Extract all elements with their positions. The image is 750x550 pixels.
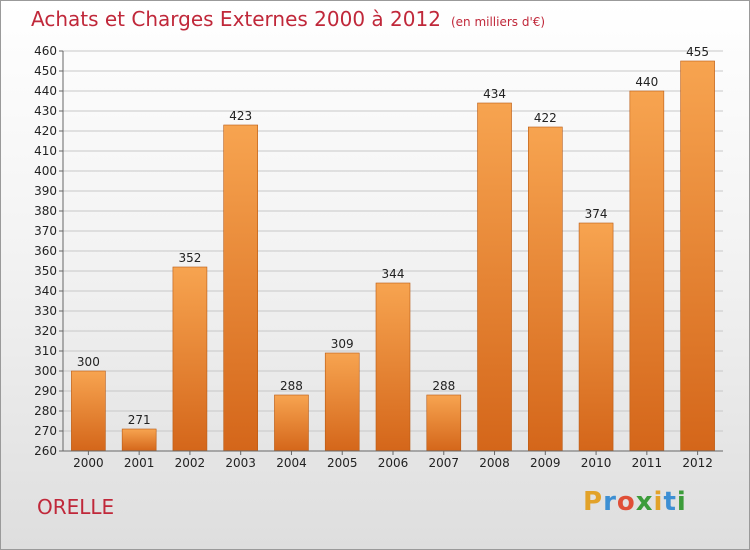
x-tick-label: 2010 bbox=[581, 456, 612, 470]
y-tick-label: 310 bbox=[34, 344, 57, 358]
x-tick-label: 2008 bbox=[479, 456, 510, 470]
x-tick-label: 2003 bbox=[225, 456, 256, 470]
chart-title: Achats et Charges Externes 2000 à 2012 bbox=[31, 7, 441, 31]
y-tick-label: 350 bbox=[34, 264, 57, 278]
bar-value-label: 374 bbox=[585, 207, 608, 221]
x-tick-label: 2004 bbox=[276, 456, 307, 470]
bar bbox=[121, 428, 157, 452]
x-tick-label: 2002 bbox=[175, 456, 206, 470]
bar bbox=[71, 370, 106, 452]
bar bbox=[223, 124, 258, 452]
y-tick-label: 320 bbox=[34, 324, 57, 338]
bar bbox=[578, 222, 614, 452]
bar-value-label: 344 bbox=[382, 267, 405, 281]
bar bbox=[324, 352, 360, 452]
bar-value-label: 300 bbox=[77, 355, 100, 369]
logo-letter: i bbox=[653, 487, 664, 517]
bar-value-label: 271 bbox=[128, 413, 151, 427]
bar-value-label: 288 bbox=[280, 379, 303, 393]
bar-value-label: 423 bbox=[229, 109, 252, 123]
y-tick-label: 380 bbox=[34, 204, 57, 218]
x-tick-label: 2009 bbox=[530, 456, 561, 470]
bar bbox=[680, 60, 715, 452]
bar bbox=[375, 282, 411, 452]
bar-value-label: 434 bbox=[483, 87, 506, 101]
bar-value-label: 455 bbox=[686, 45, 709, 59]
bar bbox=[426, 394, 462, 452]
x-tick-label: 2000 bbox=[73, 456, 104, 470]
bar-value-label: 309 bbox=[331, 337, 354, 351]
y-tick-label: 440 bbox=[34, 84, 57, 98]
x-tick-label: 2007 bbox=[428, 456, 459, 470]
bar bbox=[528, 126, 563, 452]
y-tick-label: 370 bbox=[34, 224, 57, 238]
logo-letter: P bbox=[583, 487, 604, 517]
y-tick-label: 410 bbox=[34, 144, 57, 158]
logo-letter: o bbox=[616, 487, 636, 517]
chart-subtitle: (en milliers d'€) bbox=[450, 15, 546, 29]
logo-letter: r bbox=[603, 487, 617, 517]
chart-title-line: Achats et Charges Externes 2000 à 2012 (e… bbox=[31, 7, 545, 31]
bar-value-label: 422 bbox=[534, 111, 557, 125]
y-tick-label: 260 bbox=[34, 444, 57, 458]
y-tick-label: 400 bbox=[34, 164, 57, 178]
y-tick-label: 460 bbox=[34, 44, 57, 58]
logo-letter: x bbox=[635, 487, 654, 517]
y-tick-label: 420 bbox=[34, 124, 57, 138]
bar-value-label: 352 bbox=[178, 251, 201, 265]
y-tick-label: 330 bbox=[34, 304, 57, 318]
x-tick-label: 2001 bbox=[124, 456, 155, 470]
y-tick-label: 290 bbox=[34, 384, 57, 398]
bar bbox=[172, 266, 208, 452]
bar bbox=[274, 394, 309, 452]
bar bbox=[629, 90, 665, 452]
y-tick-label: 280 bbox=[34, 404, 57, 418]
x-tick-label: 2005 bbox=[327, 456, 358, 470]
proxiti-logo[interactable]: Proxiti bbox=[583, 487, 687, 517]
y-tick-label: 450 bbox=[34, 64, 57, 78]
bar-value-label: 288 bbox=[432, 379, 455, 393]
bar-value-label: 440 bbox=[635, 75, 658, 89]
commune-name: ORELLE bbox=[37, 495, 115, 519]
logo-letter: i bbox=[676, 487, 687, 517]
y-tick-label: 270 bbox=[34, 424, 57, 438]
y-tick-label: 300 bbox=[34, 364, 57, 378]
y-tick-label: 360 bbox=[34, 244, 57, 258]
y-tick-label: 390 bbox=[34, 184, 57, 198]
x-tick-label: 2012 bbox=[682, 456, 713, 470]
bar bbox=[477, 102, 512, 452]
logo-letter: t bbox=[663, 487, 677, 517]
x-tick-label: 2006 bbox=[378, 456, 409, 470]
y-tick-label: 340 bbox=[34, 284, 57, 298]
y-tick-label: 430 bbox=[34, 104, 57, 118]
x-tick-label: 2011 bbox=[632, 456, 663, 470]
